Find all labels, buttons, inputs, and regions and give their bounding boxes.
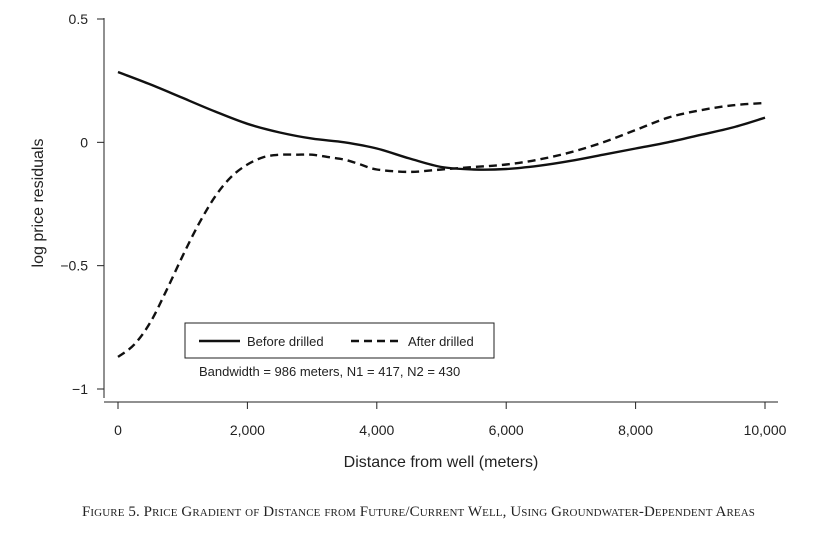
figure-caption: Figure 5. Price Gradient of Distance fro… [81, 504, 756, 520]
x-tick-label: 2,000 [230, 422, 265, 438]
series-line-before-drilled [117, 70, 766, 171]
x-tick-label: 4,000 [359, 422, 394, 438]
y-tick-label: 0.5 [69, 11, 89, 27]
legend-label-before: Before drilled [247, 334, 324, 349]
x-tick-label: 6,000 [489, 422, 524, 438]
bandwidth-note: Bandwidth = 986 meters, N1 = 417, N2 = 4… [199, 364, 460, 379]
x-tick-label: 10,000 [744, 422, 787, 438]
y-tick-label: −0.5 [60, 258, 88, 274]
series-layer [117, 70, 766, 358]
legend-label-after: After drilled [408, 334, 474, 349]
x-axis-title: Distance from well (meters) [344, 454, 539, 471]
y-tick-label: 0 [80, 134, 88, 150]
series-line-after-drilled [117, 101, 766, 358]
y-axis-title: log price residuals [30, 139, 47, 268]
legend: Before drilled After drilled [184, 322, 495, 359]
x-tick-label: 0 [114, 422, 122, 438]
x-axis: 0 2,000 4,000 6,000 8,000 10,000 [104, 401, 787, 438]
x-tick-label: 8,000 [618, 422, 653, 438]
y-tick-label: −1 [72, 381, 88, 397]
y-axis: −1 −0.5 0 0.5 [60, 11, 105, 398]
